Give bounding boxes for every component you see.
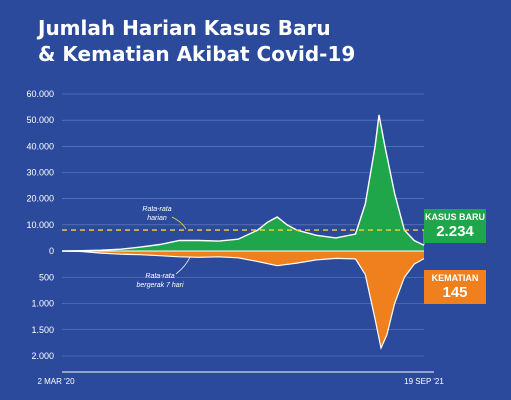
cases-moving-average-line — [61, 114, 425, 252]
annotation-daily-average: harian — [147, 215, 167, 222]
annotation-daily-average: Rata-rata — [142, 206, 171, 213]
deaths-callout-label: KEMATIAN — [431, 273, 479, 283]
annotation-moving-average: Rata-rata — [145, 273, 174, 280]
y-tick-label: 1.500 — [31, 325, 54, 335]
y-tick-label: 2.000 — [31, 351, 54, 361]
y-tick-label: 40.000 — [26, 141, 54, 151]
cases-callout-label: KASUS BARU — [424, 212, 485, 222]
annotation-moving-average: bergerak 7 hari — [136, 282, 184, 289]
deaths-callout-value: 145 — [442, 284, 468, 301]
deaths-callout: KEMATIAN 145 — [424, 270, 486, 304]
deaths-area — [62, 251, 424, 349]
y-tick-label: 500 — [39, 272, 54, 282]
annotation-moving-average-pointer — [175, 256, 191, 275]
cases-callout-value: 2.234 — [436, 223, 474, 240]
deaths-moving-average-line — [61, 250, 425, 351]
y-tick-label: 0 — [49, 246, 54, 256]
x-tick-label-start: 2 MAR '20 — [37, 377, 75, 386]
annotation-daily-average-pointer — [171, 216, 187, 230]
y-tick-label: 10.000 — [26, 220, 54, 230]
y-tick-label: 20.000 — [26, 194, 54, 204]
x-tick-label-end: 19 SEP '21 — [404, 377, 444, 386]
chart-title-line1: Jumlah Harian Kasus Baru — [38, 16, 331, 40]
y-tick-label: 1.000 — [31, 299, 54, 309]
chart-title-line2: & Kematian Akibat Covid-19 — [38, 42, 356, 66]
cases-area — [62, 114, 424, 252]
y-tick-label: 50.000 — [26, 115, 54, 125]
y-tick-label: 30.000 — [26, 168, 54, 178]
y-tick-label: 60.000 — [26, 89, 54, 99]
cases-callout: KASUS BARU 2.234 — [424, 209, 486, 243]
